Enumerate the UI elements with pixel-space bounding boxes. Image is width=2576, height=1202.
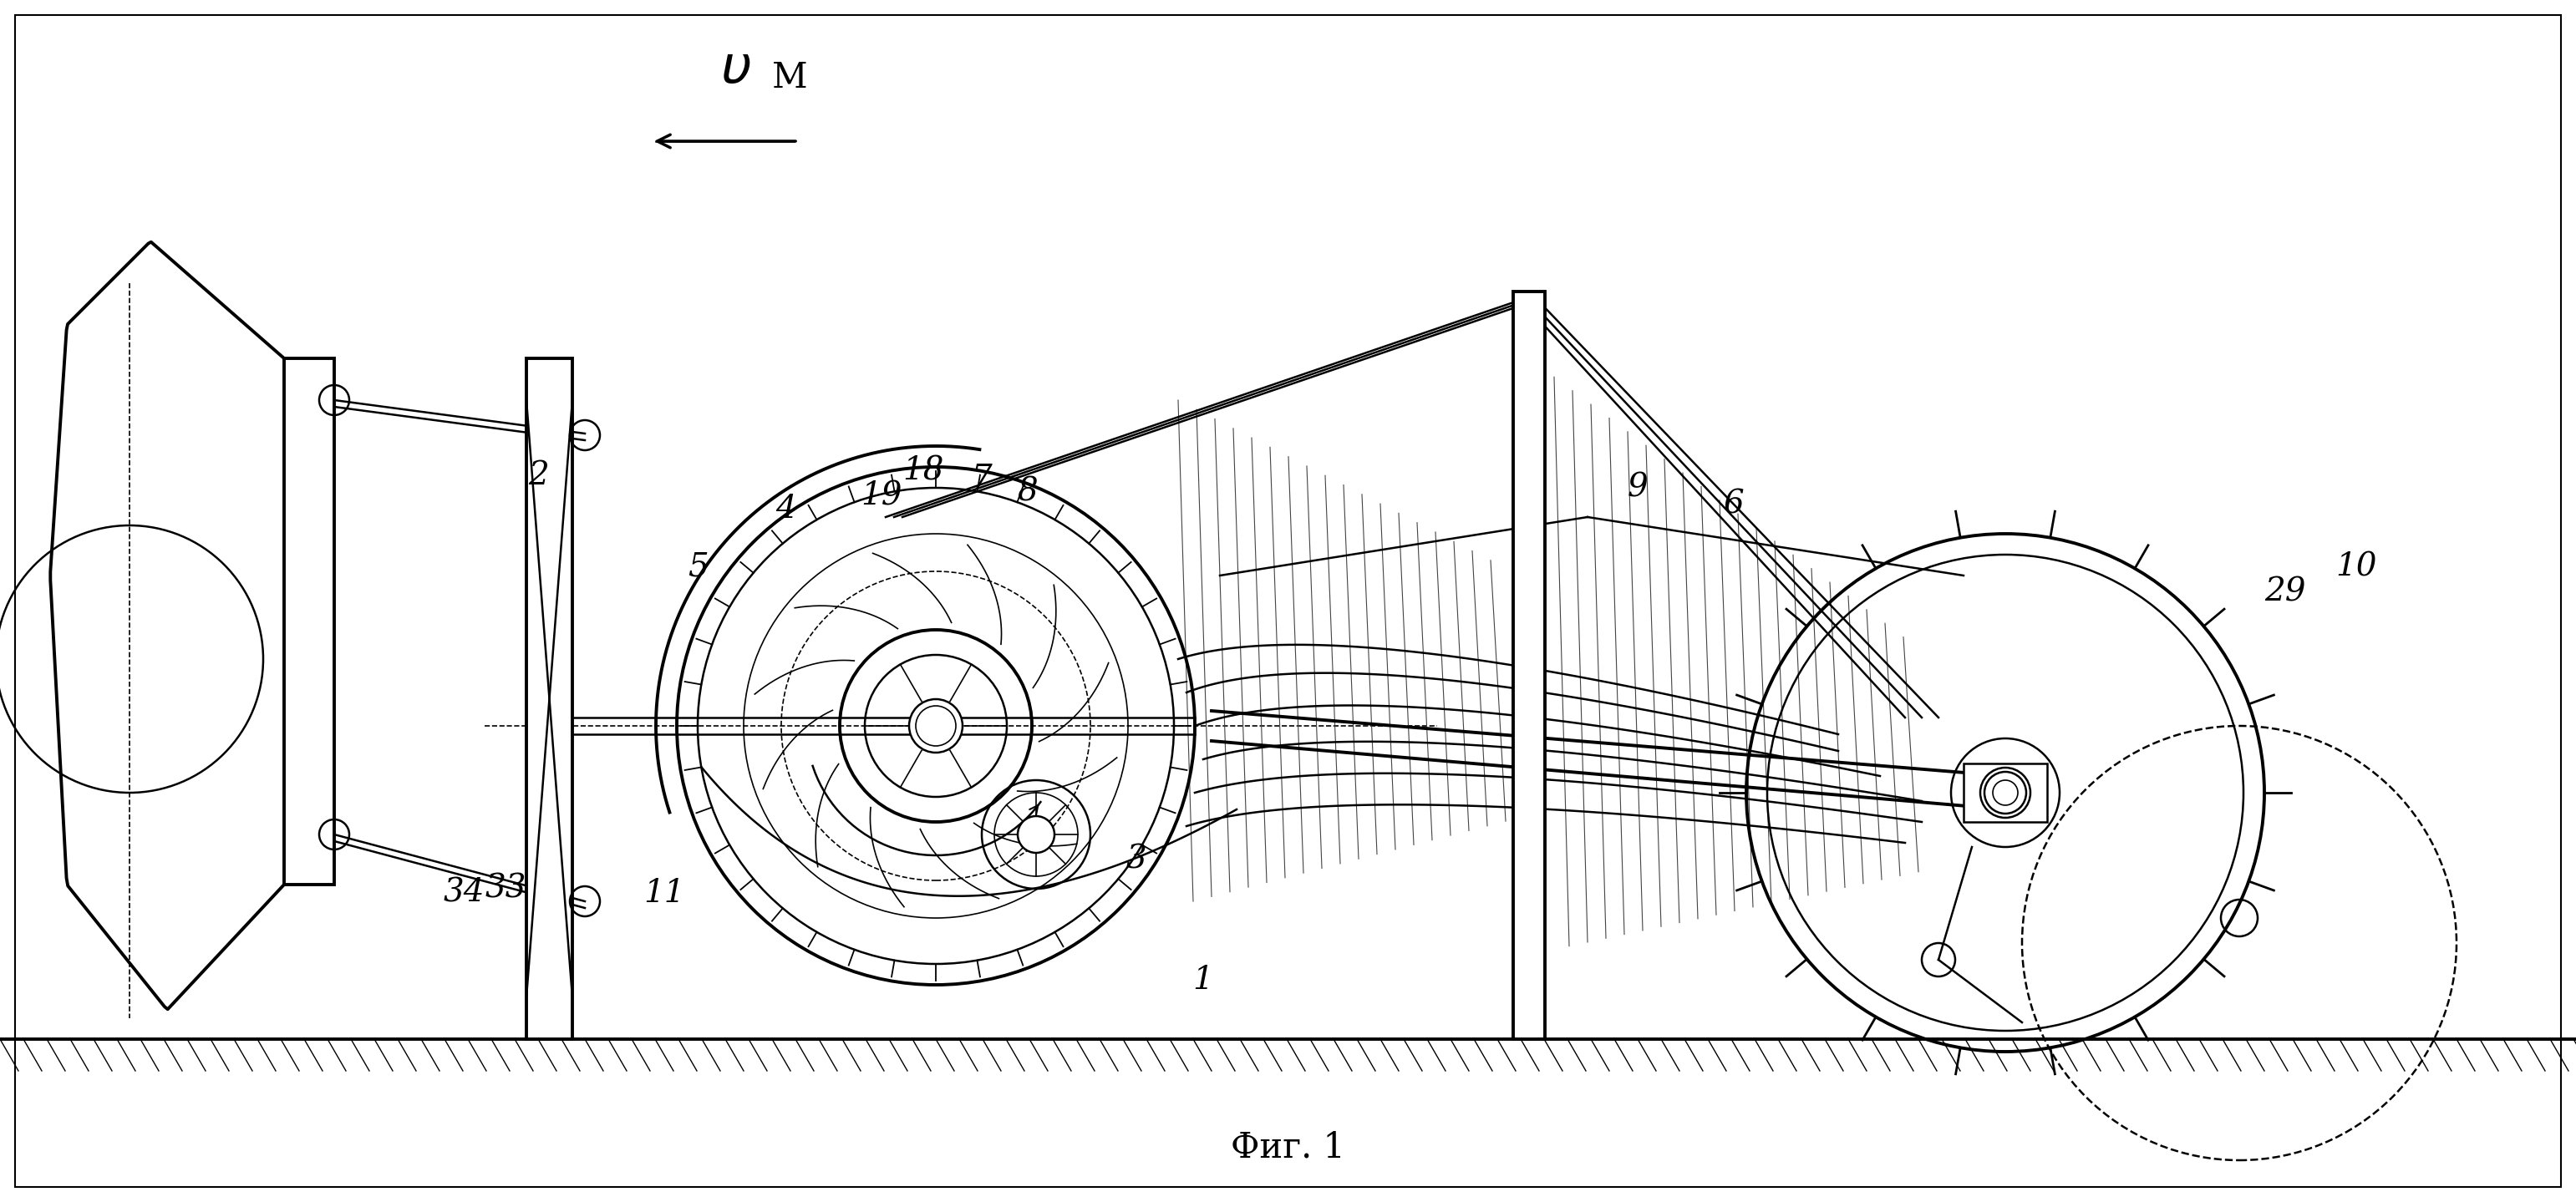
Text: 6: 6 — [1723, 489, 1744, 520]
Circle shape — [1018, 816, 1054, 853]
Text: 29: 29 — [2264, 577, 2306, 608]
Text: $\upsilon$: $\upsilon$ — [719, 43, 750, 95]
Circle shape — [2221, 899, 2257, 936]
Text: 3: 3 — [1126, 844, 1146, 875]
Circle shape — [909, 700, 963, 752]
Text: 33: 33 — [484, 874, 526, 904]
Bar — [1512, 292, 1546, 1039]
Text: 11: 11 — [644, 877, 685, 909]
Circle shape — [1981, 768, 2030, 817]
Text: 18: 18 — [902, 456, 943, 487]
Text: 19: 19 — [860, 481, 902, 512]
Text: 8: 8 — [1018, 476, 1038, 507]
Text: 2: 2 — [528, 460, 549, 490]
Bar — [283, 358, 335, 885]
Text: Фиг. 1: Фиг. 1 — [1231, 1130, 1345, 1165]
Text: 9: 9 — [1628, 472, 1649, 504]
Bar — [1963, 763, 2048, 822]
Text: 5: 5 — [688, 552, 708, 583]
Text: 1: 1 — [1193, 965, 1213, 996]
Text: 10: 10 — [2336, 552, 2378, 583]
Text: 7: 7 — [971, 464, 992, 495]
Text: М: М — [773, 60, 809, 95]
Circle shape — [1984, 772, 2027, 814]
Bar — [526, 358, 572, 1039]
Text: 4: 4 — [775, 493, 796, 524]
Text: 34: 34 — [443, 877, 484, 909]
